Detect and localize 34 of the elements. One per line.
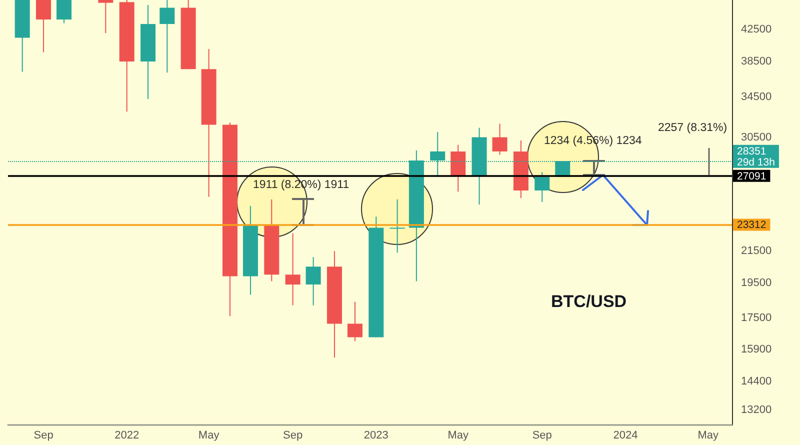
y-tick-label: 13200 — [741, 404, 772, 416]
x-tick-label: May — [698, 430, 719, 442]
y-tick-label: 34500 — [741, 91, 772, 104]
candlestick — [390, 198, 405, 254]
y-tick-label: 15900 — [741, 343, 772, 356]
candlestick — [534, 172, 550, 202]
candlestick — [56, 0, 72, 24]
candlestick — [160, 0, 175, 74]
ref-line-label: 27091 — [737, 170, 766, 182]
text: BTC/USD — [551, 292, 627, 311]
y-tick-label: 19500 — [741, 276, 772, 289]
y-tick-label: 14400 — [741, 376, 772, 388]
y-tick-label: 21500 — [741, 245, 772, 258]
y-tick-label: 30500 — [741, 131, 772, 144]
y-tick-label: 42500 — [741, 23, 772, 36]
x-tick-label: May — [448, 430, 469, 442]
candlestick — [36, 0, 52, 53]
x-tick-label: 2023 — [364, 430, 388, 442]
candlestick — [492, 123, 508, 156]
x-tick-label: 2024 — [613, 430, 638, 442]
candlestick — [306, 256, 321, 306]
x-tick-label: Sep — [283, 430, 303, 442]
candlestick — [98, 0, 114, 34]
candlestick — [347, 301, 362, 342]
y-tick-label: 38500 — [741, 55, 772, 68]
annotation: 2257 (8.31%) — [658, 122, 728, 134]
ref-line-label: 28351 29d 13h — [737, 145, 776, 168]
x-tick-label: May — [198, 430, 220, 442]
candlestick — [285, 232, 300, 306]
x-tick-label: 2022 — [114, 430, 140, 442]
x-tick-label: Sep — [34, 430, 54, 442]
ref-line-label: 23312 — [737, 219, 766, 232]
y-tick-label: 17500 — [741, 312, 772, 324]
x-tick-label: Sep — [532, 430, 552, 442]
